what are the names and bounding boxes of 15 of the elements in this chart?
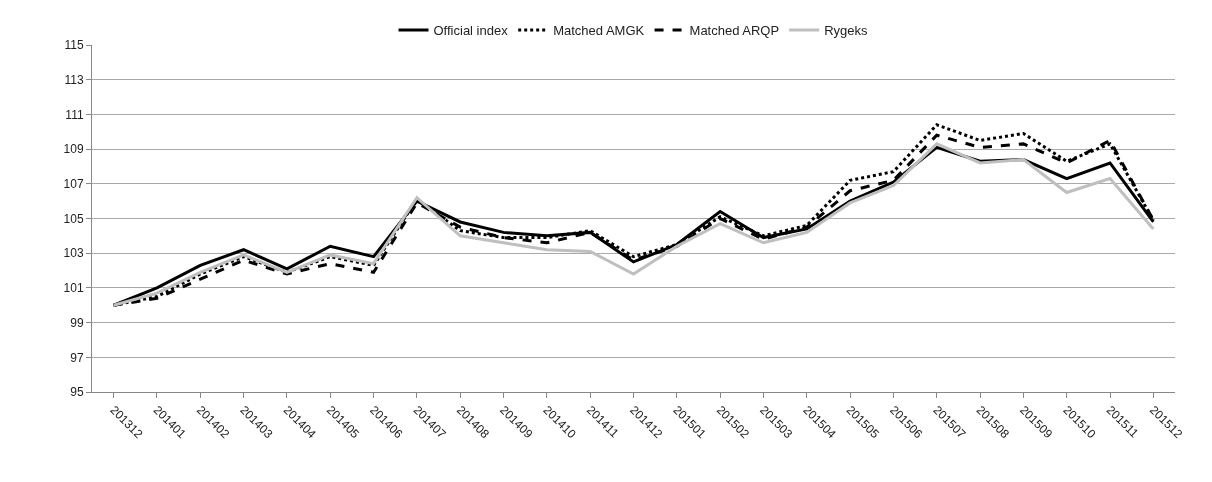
y-tick-label: 95 xyxy=(70,385,84,400)
y-tick-label: 105 xyxy=(63,211,84,226)
y-tick-label: 99 xyxy=(70,315,84,330)
y-tick-label: 97 xyxy=(70,350,84,365)
y-tick-label: 109 xyxy=(63,142,84,157)
y-tick-label: 101 xyxy=(63,281,84,296)
y-tick-label: 113 xyxy=(64,72,84,87)
y-tick-label: 107 xyxy=(63,177,84,191)
legend-label: Matched AMGK xyxy=(553,23,645,39)
legend-label: Official index xyxy=(433,23,509,39)
y-tick-label: 115 xyxy=(64,38,84,53)
y-tick-label: 111 xyxy=(65,107,84,122)
legend-label: Rygeks xyxy=(824,23,869,39)
y-tick-label: 103 xyxy=(63,246,84,261)
legend-label: Matched ARQP xyxy=(689,23,780,39)
